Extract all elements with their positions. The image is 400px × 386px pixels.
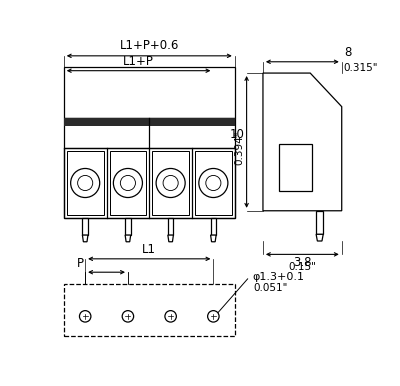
Bar bbox=[168, 218, 174, 235]
Polygon shape bbox=[316, 234, 323, 241]
Bar bbox=[316, 211, 323, 234]
Bar bbox=[67, 151, 104, 215]
Circle shape bbox=[120, 176, 136, 191]
Polygon shape bbox=[168, 235, 174, 242]
Circle shape bbox=[206, 176, 221, 191]
Bar bbox=[279, 144, 312, 191]
Polygon shape bbox=[263, 73, 342, 211]
Circle shape bbox=[113, 168, 142, 198]
Bar bbox=[64, 117, 235, 125]
Circle shape bbox=[156, 168, 185, 198]
Text: 0.15": 0.15" bbox=[288, 261, 316, 271]
Circle shape bbox=[199, 168, 228, 198]
Text: 0.315": 0.315" bbox=[343, 63, 378, 73]
Text: 0.394": 0.394" bbox=[235, 130, 245, 165]
Bar bbox=[64, 67, 235, 117]
Circle shape bbox=[165, 311, 176, 322]
Text: L1+P: L1+P bbox=[123, 55, 154, 68]
Text: P: P bbox=[76, 257, 83, 270]
Circle shape bbox=[80, 311, 91, 322]
Text: 3.8: 3.8 bbox=[293, 256, 312, 269]
Bar bbox=[82, 218, 88, 235]
Polygon shape bbox=[82, 235, 88, 242]
Text: 8: 8 bbox=[344, 46, 352, 59]
Circle shape bbox=[122, 311, 134, 322]
Bar bbox=[125, 218, 131, 235]
Text: 10: 10 bbox=[230, 128, 245, 141]
Text: φ1.3+0.1: φ1.3+0.1 bbox=[252, 272, 304, 282]
Polygon shape bbox=[125, 235, 131, 242]
Circle shape bbox=[78, 176, 93, 191]
Text: 0.051": 0.051" bbox=[254, 283, 288, 293]
Circle shape bbox=[163, 176, 178, 191]
Bar bbox=[195, 151, 232, 215]
Bar bbox=[152, 151, 189, 215]
Bar bbox=[110, 151, 146, 215]
Bar bbox=[210, 218, 216, 235]
Circle shape bbox=[71, 168, 100, 198]
Bar bbox=[64, 284, 235, 336]
Bar bbox=[64, 117, 235, 218]
Text: L1: L1 bbox=[142, 243, 156, 256]
Bar bbox=[64, 148, 235, 218]
Circle shape bbox=[208, 311, 219, 322]
Polygon shape bbox=[210, 235, 216, 242]
Text: L1+P+0.6: L1+P+0.6 bbox=[120, 39, 179, 52]
